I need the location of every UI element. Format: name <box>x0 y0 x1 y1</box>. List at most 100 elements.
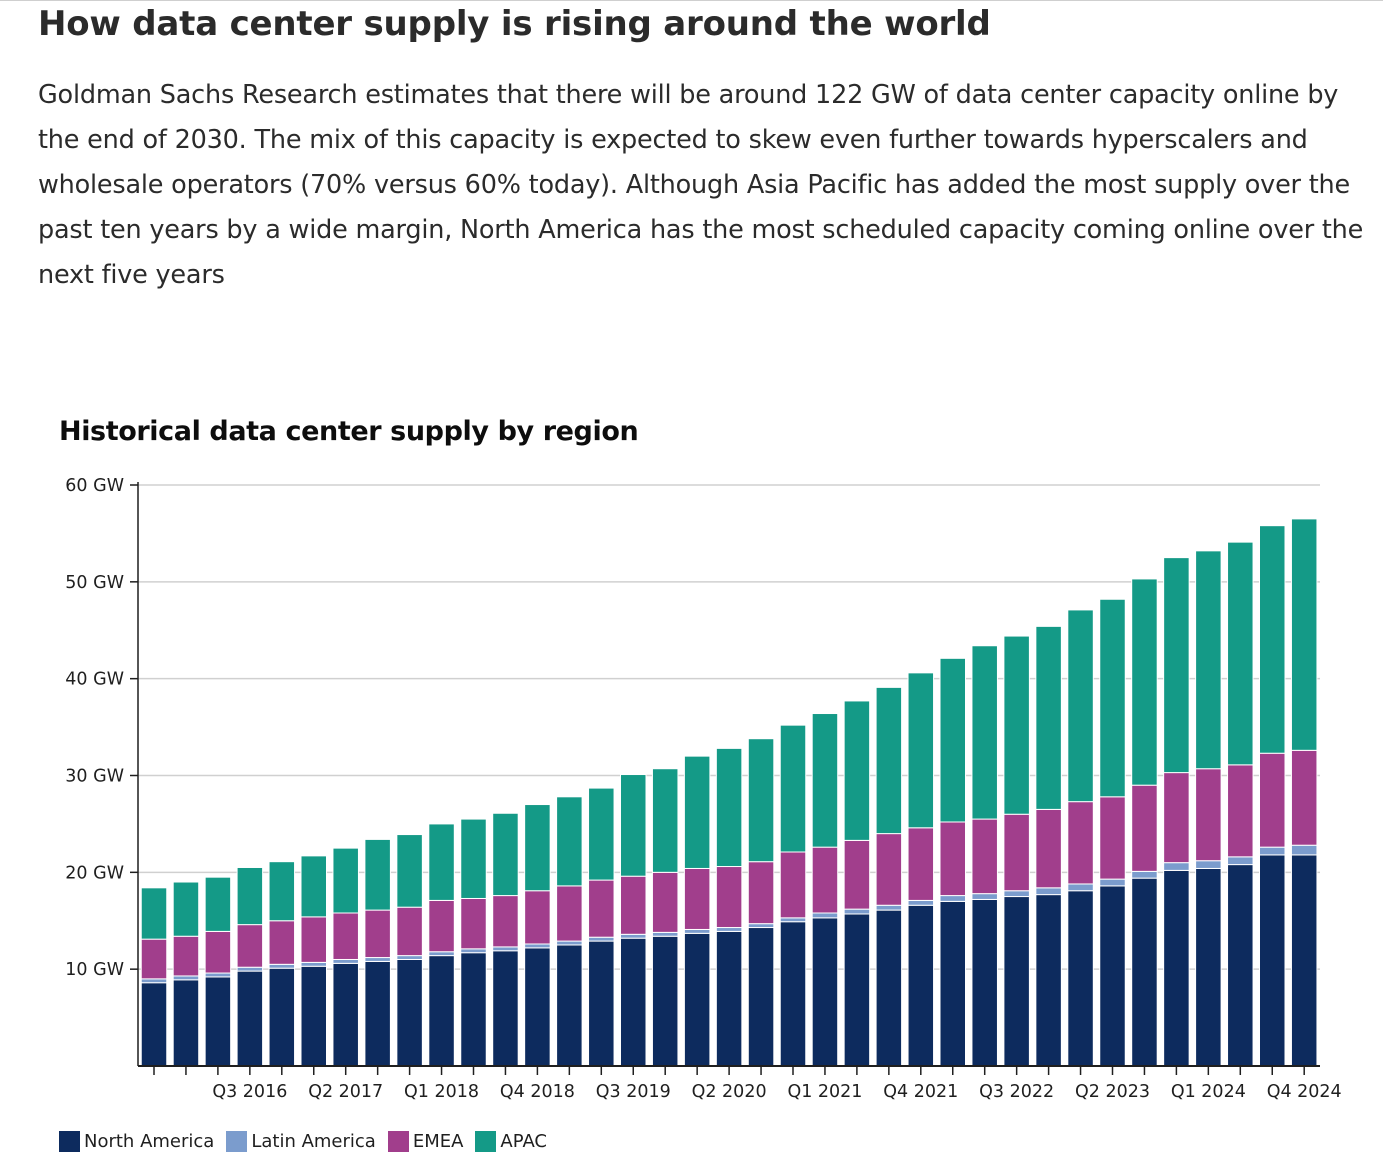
bar-segment-apac <box>268 861 296 922</box>
bar-segment-emea <box>492 895 519 948</box>
bar-segment-north-america <box>140 982 168 1067</box>
bar-segment-apac <box>875 686 903 835</box>
x-tick-label: Q4 2021 <box>883 1082 958 1102</box>
bar-segment-north-america <box>811 917 839 1067</box>
bar-segment-emea <box>843 839 871 910</box>
bar-segment-emea <box>428 899 455 953</box>
y-tick-label: 40 GW <box>65 670 124 690</box>
y-tick-label: 50 GW <box>65 573 124 593</box>
bar-segment-latin-america <box>651 931 679 937</box>
bar-segment-latin-america <box>1259 846 1286 856</box>
bar-segment-apac <box>1163 557 1190 774</box>
bar-segment-north-america <box>364 960 391 1067</box>
bar-segment-apac <box>939 657 966 823</box>
bar-segment-emea <box>971 818 998 895</box>
bar-segment-emea <box>460 897 487 950</box>
bar-segment-north-america <box>268 967 296 1067</box>
bar-segment-north-america <box>715 930 743 1067</box>
bar-segment-apac <box>364 838 391 911</box>
axes <box>130 482 1320 1075</box>
bar-segment-apac <box>779 724 807 853</box>
bar-segment-latin-america <box>396 955 423 960</box>
bar-segment-north-america <box>907 904 935 1067</box>
bar-segment-latin-america <box>172 975 200 981</box>
bar-segment-north-america <box>1099 885 1126 1067</box>
bar-segment-north-america <box>588 940 615 1067</box>
bar-segment-latin-america <box>683 928 711 934</box>
x-tick-label: Q3 2022 <box>979 1082 1054 1102</box>
y-tick-labels: 10 GW 20 GW 30 GW 40 GW 50 GW 60 GW <box>65 476 124 980</box>
bar-segment-apac <box>811 713 839 848</box>
bar-segment-latin-america <box>1035 887 1062 896</box>
bar-segment-north-america <box>300 965 327 1067</box>
bar-segment-latin-america <box>428 951 455 957</box>
bar-segment-latin-america <box>140 978 168 984</box>
x-tick-label: Q4 2024 <box>1267 1082 1342 1102</box>
bar-segment-emea <box>1163 772 1190 864</box>
y-tick-label: 10 GW <box>65 960 124 980</box>
bar-segment-emea <box>1099 796 1126 880</box>
bar-segment-latin-america <box>236 966 264 972</box>
legend-item-latin-america: Latin America <box>226 1131 376 1152</box>
bar-segment-latin-america <box>332 958 359 964</box>
bar-segment-apac <box>300 855 327 918</box>
bar-segment-apac <box>428 823 455 901</box>
x-tick-label: Q2 2017 <box>308 1082 383 1102</box>
bar-segment-emea <box>140 938 168 980</box>
bar-segment-latin-america <box>747 923 775 929</box>
bar-segment-apac <box>524 804 551 892</box>
bar-segment-emea <box>1003 813 1030 892</box>
bar-segment-north-america <box>1131 877 1158 1067</box>
bar-segment-north-america <box>971 898 998 1067</box>
bar-segment-north-america <box>204 976 232 1067</box>
x-tick-label: Q1 2018 <box>404 1082 479 1102</box>
bar-segment-north-america <box>939 900 966 1067</box>
bar-segment-north-america <box>1003 896 1030 1067</box>
chart-title: Historical data center supply by region <box>59 416 639 447</box>
bar-segment-emea <box>1067 801 1094 885</box>
stacked-bar-chart: 10 GW 20 GW 30 GW 40 GW 50 GW 60 GW Q3 2016 Q2… <box>65 476 1342 1102</box>
intro-paragraph: Goldman Sachs Research estimates that th… <box>38 80 1364 290</box>
bar-segment-latin-america <box>556 940 583 946</box>
legend-swatch <box>475 1131 497 1152</box>
legend-label: APAC <box>500 1131 548 1152</box>
bar-segment-apac <box>1099 598 1126 798</box>
bar-segment-emea <box>1227 764 1254 858</box>
bar-segment-apac <box>1259 525 1286 754</box>
legend-item-emea: EMEA <box>387 1131 463 1152</box>
x-tick-label: Q3 2019 <box>596 1082 671 1102</box>
bar-segment-latin-america <box>1003 890 1030 898</box>
bar-segment-apac <box>907 672 935 829</box>
bar-segment-apac <box>747 738 775 863</box>
x-tick-label: Q1 2021 <box>787 1082 862 1102</box>
legend-item-north-america: North America <box>59 1131 214 1152</box>
bar-segment-latin-america <box>492 946 519 952</box>
bar-segment-north-america <box>651 935 679 1067</box>
bar-segment-latin-america <box>588 936 615 942</box>
bar-segment-emea <box>556 885 583 942</box>
bar-segment-north-america <box>1163 869 1190 1067</box>
legend-swatch <box>387 1131 409 1152</box>
bar-segment-latin-america <box>1099 878 1126 887</box>
bar-segment-emea <box>779 851 807 919</box>
bar-segment-latin-america <box>843 908 871 915</box>
bar-segment-emea <box>396 906 423 957</box>
bar-segment-emea <box>683 867 711 930</box>
x-tick-label: Q2 2020 <box>692 1082 767 1102</box>
bars <box>140 518 1318 1067</box>
bar-segment-emea <box>268 920 296 965</box>
bar-segment-emea <box>236 924 264 968</box>
bar-segment-apac <box>971 645 998 820</box>
y-tick-label: 60 GW <box>65 476 124 496</box>
bar-segment-north-america <box>460 952 487 1067</box>
bar-segment-north-america <box>396 958 423 1067</box>
bar-segment-emea <box>364 909 391 959</box>
bar-segment-latin-america <box>524 943 551 949</box>
bar-segment-apac <box>556 796 583 887</box>
bar-segment-latin-america <box>1067 883 1094 892</box>
bar-segment-apac <box>1131 578 1158 786</box>
bar-segment-emea <box>907 827 935 901</box>
bar-segment-apac <box>1067 609 1094 803</box>
bar-segment-apac <box>620 774 647 877</box>
bar-segment-apac <box>683 755 711 869</box>
